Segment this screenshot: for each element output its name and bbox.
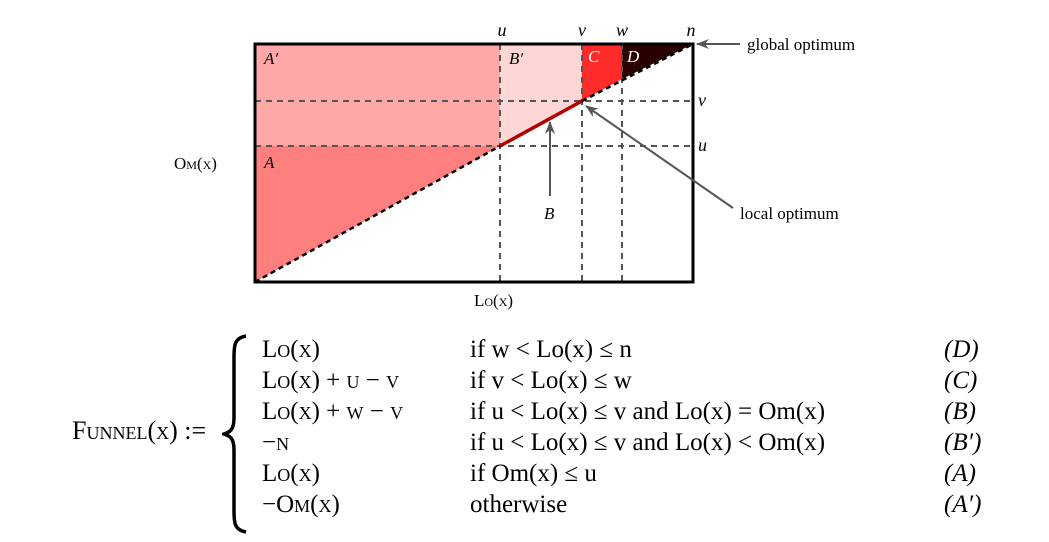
row-condition: otherwise [470, 491, 568, 518]
local-optimum-path [499, 99, 583, 148]
dashed-guides [255, 44, 693, 282]
row-condition: if u < Lo(x) ≤ v and Lo(x) < Om(x) [470, 429, 826, 456]
x-axis-label: Lo(x) [474, 291, 513, 310]
row-condition: if Om(x) ≤ u [470, 460, 597, 487]
region-b-prime-fill [500, 44, 582, 146]
label-u-right: u [698, 135, 707, 155]
diagonal-upper [581, 42, 694, 103]
row-value: −Om(x) [262, 491, 340, 518]
row-tag: (C) [944, 367, 978, 394]
local-optimum-arrow [585, 105, 734, 209]
label-v-top: v [578, 20, 586, 40]
label-region-b-prime: B′ [509, 49, 523, 68]
label-region-a: A [263, 153, 275, 172]
row-tag: (D) [944, 336, 979, 363]
funnel-formula: Funnel(x) := Lo(x) if w < Lo(x) ≤ n (D) … [0, 328, 1049, 542]
label-region-c: C [588, 47, 600, 66]
row-tag: (B) [944, 398, 976, 425]
row-value: Lo(x) [262, 336, 320, 363]
local-optimum-label: local optimum [740, 204, 839, 223]
row-value: −n [262, 429, 290, 456]
global-optimum-label: global optimum [747, 35, 855, 54]
region-c-fill [582, 44, 622, 101]
y-axis-label: Om(x) [174, 154, 217, 173]
row-condition: if u < Lo(x) ≤ v and Lo(x) = Om(x) [470, 398, 826, 425]
diagonal-lower [254, 144, 501, 284]
row-condition: if v < Lo(x) ≤ w [470, 367, 632, 394]
label-region-b: B [544, 204, 555, 223]
label-v-right: v [698, 90, 706, 110]
row-tag: (A′) [944, 491, 982, 518]
label-w-top: w [616, 20, 628, 40]
label-n-top: n [687, 20, 696, 40]
row-tag: (A) [944, 460, 976, 487]
left-brace [222, 334, 247, 534]
label-region-a-prime: A′ [263, 49, 278, 68]
row-value: Lo(x) + w − v [262, 398, 404, 425]
row-value: Lo(x) [262, 460, 320, 487]
plot-frame [253, 42, 695, 284]
label-region-d: D [626, 47, 640, 66]
row-value: Lo(x) + u − v [262, 367, 400, 394]
region-a-prime-fill [255, 44, 500, 146]
formula-lhs: Funnel(x) := [72, 416, 207, 445]
row-condition: if w < Lo(x) ≤ n [470, 336, 632, 363]
label-u-top: u [498, 20, 507, 40]
row-tag: (B′) [944, 429, 982, 456]
